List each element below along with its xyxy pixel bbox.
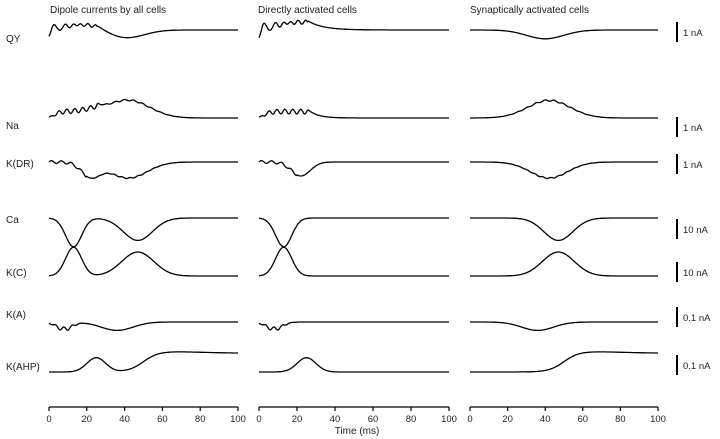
x-tick-label-panel-2-80: 80 xyxy=(406,414,417,425)
row-label-qy: QY xyxy=(6,34,21,45)
scale-label-ca: 10 nA xyxy=(683,225,708,236)
row-label-kdr: K(DR) xyxy=(6,159,34,170)
trace-layer xyxy=(48,19,658,373)
trace-kdr-panel-1 xyxy=(48,159,238,180)
panel-title-all-cells: Dipole currents by all cells xyxy=(50,5,166,16)
trace-qy-panel-3 xyxy=(470,29,658,40)
row-label-na: Na xyxy=(6,121,19,132)
row-label-kahp: K(AHP) xyxy=(6,362,40,373)
x-tick-label-panel-3-20: 20 xyxy=(502,414,513,425)
trace-ca-panel-2 xyxy=(258,217,449,248)
x-tick-label-panel-2-20: 20 xyxy=(292,414,303,425)
scale-label-ka: 0.1 nA xyxy=(683,313,711,324)
panel-title-direct-cells: Directly activated cells xyxy=(258,5,357,16)
x-tick-label-panel-1-100: 100 xyxy=(230,414,246,425)
x-tick-label-panel-3-100: 100 xyxy=(650,414,666,425)
row-label-ka: K(A) xyxy=(6,310,26,321)
row-label-ca: Ca xyxy=(6,215,19,226)
trace-kahp-panel-3 xyxy=(470,351,658,373)
x-tick-label-panel-2-40: 40 xyxy=(330,414,341,425)
trace-ca-panel-1 xyxy=(48,217,238,248)
trace-ka-panel-1 xyxy=(48,321,238,332)
scale-label-qy: 1 nA xyxy=(683,28,703,39)
trace-qy-panel-1 xyxy=(48,22,238,39)
panel-title-synaptic-cells: Synaptically activated cells xyxy=(470,5,589,16)
x-tick-label-panel-3-80: 80 xyxy=(615,414,626,425)
trace-kahp-panel-1 xyxy=(49,351,238,373)
scale-label-kahp: 0.1 nA xyxy=(683,361,711,372)
trace-kc-panel-2 xyxy=(258,246,449,277)
x-tick-label-panel-1-40: 40 xyxy=(119,414,130,425)
trace-qy-panel-2 xyxy=(258,19,449,39)
x-tick-label-panel-2-60: 60 xyxy=(368,414,379,425)
x-tick-label-panel-1-60: 60 xyxy=(157,414,168,425)
scale-label-kc: 10 nA xyxy=(683,268,708,279)
row-label-kc: K(C) xyxy=(6,268,27,279)
x-tick-label-panel-3-0: 0 xyxy=(467,414,472,425)
trace-ka-panel-3 xyxy=(470,321,658,332)
trace-ka-panel-2 xyxy=(258,321,449,331)
time-axes: 0 20 40 60 80 100 0 20 40 60 80 100 0 20 40 60 80 100 xyxy=(46,406,666,425)
x-tick-label-panel-1-20: 20 xyxy=(82,414,93,425)
trace-ca-panel-3 xyxy=(470,217,658,242)
trace-kdr-panel-3 xyxy=(470,161,658,180)
x-tick-label-panel-1-0: 0 xyxy=(46,414,51,425)
trace-kahp-panel-2 xyxy=(259,357,449,373)
trace-na-panel-1 xyxy=(48,98,238,119)
scale-label-na: 1 nA xyxy=(683,123,703,134)
x-tick-label-panel-2-0: 0 xyxy=(256,414,261,425)
scale-label-kdr: 1 nA xyxy=(683,160,703,171)
scale-bars: 1 nA 1 nA 1 nA 10 nA 10 nA 0.1 nA 0.1 nA xyxy=(676,22,711,375)
trace-kdr-panel-2 xyxy=(258,159,449,177)
x-axis-label: Time (ms) xyxy=(335,426,380,437)
trace-na-panel-3 xyxy=(470,99,658,119)
x-tick-label-panel-3-40: 40 xyxy=(540,414,551,425)
trace-kc-panel-1 xyxy=(48,246,238,277)
trace-kc-panel-3 xyxy=(470,251,658,277)
x-tick-label-panel-2-100: 100 xyxy=(441,414,457,425)
x-tick-label-panel-3-60: 60 xyxy=(578,414,589,425)
trace-na-panel-2 xyxy=(258,108,449,119)
x-tick-label-panel-1-80: 80 xyxy=(195,414,206,425)
